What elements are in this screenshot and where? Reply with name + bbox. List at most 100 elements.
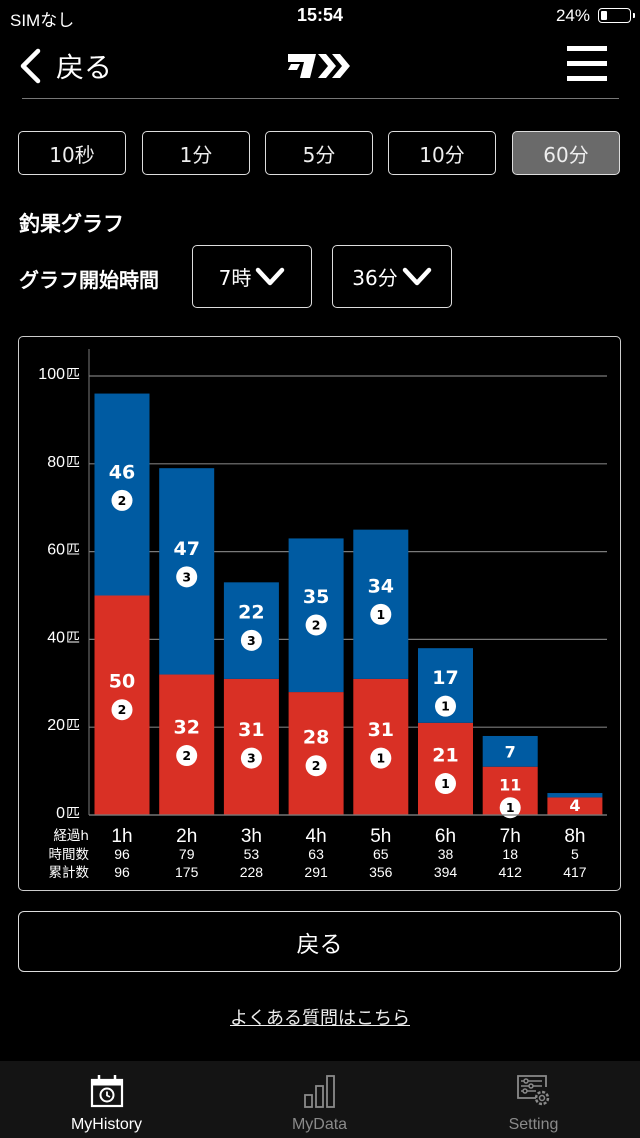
bar-red-value-label: 32 xyxy=(173,717,199,739)
interval-1min-button[interactable]: 1分 xyxy=(142,131,250,175)
hourly-total-value: 53 xyxy=(244,846,260,862)
y-tick-unit: 匹 xyxy=(66,367,80,383)
start-hour-dropdown[interactable]: 7時 xyxy=(192,245,312,308)
hourly-total-value: 96 xyxy=(114,846,130,862)
carrier-label: SIMなし xyxy=(10,11,75,30)
tab-setting-label: Setting xyxy=(508,1116,559,1133)
bar-red-value-label: 4 xyxy=(569,796,580,815)
count-badge-text: 1 xyxy=(506,800,515,815)
y-tick-label: 80 xyxy=(47,454,65,471)
interval-selector: 10秒 1分 5分 10分 60分 xyxy=(18,131,621,177)
y-tick-label: 40 xyxy=(47,629,65,646)
y-tick-label: 0 xyxy=(56,805,65,822)
count-badge xyxy=(370,747,392,769)
interval-60min-button[interactable]: 60分 xyxy=(512,131,620,175)
count-badge xyxy=(111,489,133,511)
x-category-label: 6h xyxy=(435,826,456,847)
hamburger-menu-icon[interactable] xyxy=(567,46,607,82)
chevron-down-icon xyxy=(402,267,431,285)
bar-red-value-label: 31 xyxy=(238,719,264,741)
tab-bar: MyHistory MyData Setting xyxy=(0,1061,640,1138)
start-minute-dropdown[interactable]: 36分 xyxy=(332,245,452,308)
count-badge-text: 2 xyxy=(118,493,127,508)
cumulative-total-value: 417 xyxy=(563,864,587,880)
bar-red-segment xyxy=(353,678,409,815)
hourly-total-value: 63 xyxy=(308,846,324,862)
hourly-total-value: 38 xyxy=(438,846,454,862)
hourly-total-value: 18 xyxy=(502,846,518,862)
count-badge-text: 1 xyxy=(376,607,385,622)
calendar-history-icon xyxy=(90,1075,123,1108)
bar-red-segment xyxy=(288,692,344,815)
tab-setting[interactable]: Setting xyxy=(427,1061,640,1138)
start-time-label: グラフ開始時間 xyxy=(19,268,159,292)
cumulative-total-value: 394 xyxy=(434,864,458,880)
y-tick-label: 100 xyxy=(38,366,65,383)
back-nav-button[interactable]: 戻る xyxy=(18,44,112,88)
count-badge xyxy=(499,797,521,819)
x-category-label: 7h xyxy=(500,826,521,847)
count-badge-text: 1 xyxy=(376,751,385,766)
count-badge xyxy=(240,747,262,769)
nav-divider xyxy=(22,98,619,99)
catch-chart: 0 匹 20 匹 40 匹 60 匹 80 匹 100 匹 50 2 46 2 1h 96 96 32 2 47 3 2h 79… xyxy=(18,336,621,891)
count-badge-text: 2 xyxy=(312,617,321,632)
y-tick-unit: 匹 xyxy=(66,718,80,734)
bar-blue-value-label: 35 xyxy=(303,586,329,608)
cumulative-total-value: 356 xyxy=(369,864,393,880)
cumulative-total-value: 228 xyxy=(240,864,264,880)
back-nav-label: 戻る xyxy=(56,51,113,84)
bar-red-segment xyxy=(223,678,279,815)
count-badge-text: 2 xyxy=(118,702,127,717)
hourly-total-value: 65 xyxy=(373,846,389,862)
count-badge xyxy=(435,773,456,795)
bar-blue-value-label: 34 xyxy=(368,575,394,597)
row-label-hourly: 時間数 xyxy=(49,847,90,863)
bar-blue-value-label: 47 xyxy=(173,538,199,560)
faq-link[interactable]: よくある質問はこちら xyxy=(230,1008,410,1029)
hourly-total-value: 79 xyxy=(179,846,195,862)
bar-red-value-label: 31 xyxy=(368,719,394,741)
start-minute-value: 36分 xyxy=(352,266,398,290)
daiwa-logo-icon xyxy=(288,54,350,78)
interval-5min-button[interactable]: 5分 xyxy=(265,131,373,175)
count-badge-text: 3 xyxy=(247,633,256,648)
y-tick-unit: 匹 xyxy=(66,806,80,822)
interval-10min-button[interactable]: 10分 xyxy=(388,131,496,175)
bar-red-value-label: 28 xyxy=(303,727,329,749)
start-hour-value: 7時 xyxy=(218,266,252,290)
status-bar: SIMなし 15:54 24% xyxy=(0,0,640,34)
section-title: 釣果グラフ xyxy=(19,212,124,236)
y-tick-label: 20 xyxy=(47,717,65,734)
count-badge xyxy=(305,614,327,636)
bar-blue-value-label: 17 xyxy=(432,667,458,689)
back-button[interactable]: 戻る xyxy=(18,911,621,972)
settings-sliders-gear-icon xyxy=(516,1075,549,1106)
tab-myhistory-label: MyHistory xyxy=(70,1116,143,1133)
count-badge xyxy=(176,745,198,767)
cumulative-total-value: 291 xyxy=(304,864,328,880)
interval-10sec-button[interactable]: 10秒 xyxy=(18,131,126,175)
tab-mydata-label: MyData xyxy=(291,1116,348,1133)
y-tick-unit: 匹 xyxy=(66,630,80,646)
chevron-down-icon xyxy=(256,267,285,285)
bar-red-segment xyxy=(418,722,473,815)
battery-icon xyxy=(598,8,635,23)
y-tick-unit: 匹 xyxy=(66,455,80,471)
count-badge-text: 3 xyxy=(182,569,191,584)
bar-chart-icon xyxy=(303,1075,335,1108)
row-label-elapsed: 経過h xyxy=(53,828,89,844)
battery-percent: 24% xyxy=(555,6,590,25)
bar-blue-segment xyxy=(547,793,603,798)
bar-red-value-label: 21 xyxy=(432,745,458,767)
x-category-label: 1h xyxy=(111,826,132,847)
bar-blue-value-label: 7 xyxy=(505,742,516,761)
tab-mydata[interactable]: MyData xyxy=(213,1061,426,1138)
row-label-cumulative: 累計数 xyxy=(49,865,90,881)
bar-blue-value-label: 46 xyxy=(109,461,135,483)
bar-red-segment xyxy=(547,797,603,815)
bar-blue-value-label: 22 xyxy=(238,601,264,623)
tab-myhistory[interactable]: MyHistory xyxy=(0,1061,213,1138)
navbar: 戻る xyxy=(0,34,640,98)
